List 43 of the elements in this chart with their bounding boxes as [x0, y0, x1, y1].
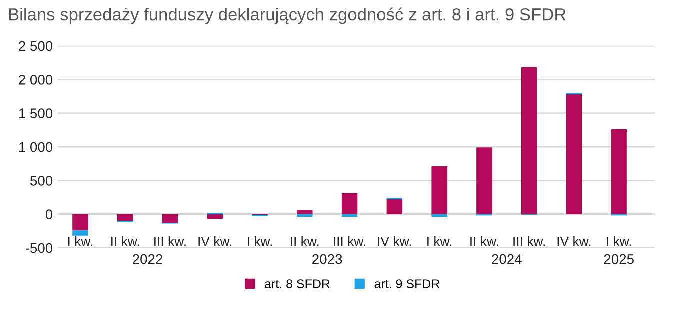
- bar: [207, 214, 223, 220]
- x-tick-label: III kw.: [334, 236, 366, 246]
- y-tick-label: 1 500: [19, 108, 53, 119]
- y-tick-label: 2 500: [19, 41, 53, 52]
- bar: [162, 214, 178, 224]
- bar: [72, 214, 88, 230]
- bar: [521, 68, 538, 214]
- x-tick-label: I kw.: [68, 236, 92, 246]
- bar: [342, 214, 358, 218]
- bar: [611, 129, 627, 214]
- legend-label: art. 8 SFDR: [265, 280, 330, 288]
- x-tick-label: III kw.: [154, 236, 186, 246]
- bar: [386, 200, 403, 214]
- x-tick-label: III kw.: [514, 236, 545, 246]
- y-tick-label: -500: [26, 243, 53, 254]
- x-tick-label: II kw.: [470, 236, 498, 246]
- x-tick-label: I kw.: [428, 236, 452, 246]
- chart-title: Bilans sprzedaży funduszy deklarujących zgodność z art. 8 i art. 9 SFDR: [9, 8, 566, 24]
- text: 2024: [492, 254, 522, 264]
- x-tick-label: II kw.: [112, 236, 140, 246]
- x-tick-label: IV kw.: [378, 236, 412, 246]
- bar: [342, 193, 358, 214]
- bar: [476, 148, 492, 214]
- bar: [432, 214, 448, 218]
- bar: [72, 230, 88, 236]
- y-tick-label: 1 000: [19, 142, 53, 152]
- text: 2023: [312, 254, 342, 264]
- legend-label: art. 9 SFDR: [374, 280, 440, 288]
- bar: [297, 214, 313, 218]
- x-tick-label: IV kw.: [558, 236, 591, 246]
- bar: [566, 94, 582, 214]
- bar: [117, 214, 134, 222]
- bar: [432, 166, 448, 214]
- text: 2022: [133, 254, 163, 264]
- y-tick-label: 0: [46, 210, 53, 220]
- x-tick-label: I kw.: [248, 236, 272, 246]
- y-tick-label: 2 000: [19, 75, 53, 85]
- x-tick-label: IV kw.: [198, 236, 232, 246]
- x-tick-label: I kw.: [607, 236, 632, 246]
- y-tick-label: 500: [30, 176, 53, 186]
- text: 2025: [604, 254, 634, 264]
- bar: [297, 210, 313, 214]
- x-tick-label: II kw.: [291, 236, 319, 246]
